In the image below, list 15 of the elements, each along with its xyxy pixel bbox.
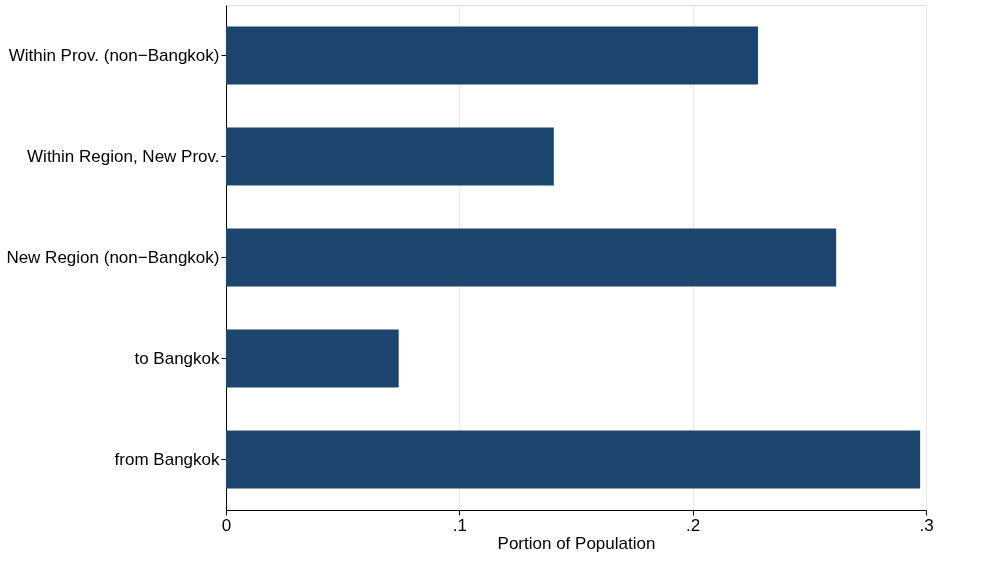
bar bbox=[226, 329, 399, 388]
y-tick-label: New Region (non−Bangkok) bbox=[6, 247, 220, 267]
bar bbox=[226, 127, 554, 186]
bar bbox=[226, 26, 758, 85]
y-tick-label: to Bangkok bbox=[134, 348, 220, 368]
x-tick-label: .1 bbox=[452, 515, 467, 535]
x-tick-label: 0 bbox=[221, 515, 232, 535]
bar bbox=[226, 430, 921, 489]
bar bbox=[226, 228, 837, 287]
y-tick-label: Within Prov. (non−Bangkok) bbox=[8, 45, 220, 65]
x-axis-title: Portion of Population bbox=[497, 533, 656, 553]
y-tick-label: Within Region, New Prov. bbox=[27, 146, 220, 166]
x-tick-label: .2 bbox=[686, 515, 701, 535]
x-tick-label: .3 bbox=[919, 515, 934, 535]
y-tick-label: from Bangkok bbox=[114, 449, 220, 469]
